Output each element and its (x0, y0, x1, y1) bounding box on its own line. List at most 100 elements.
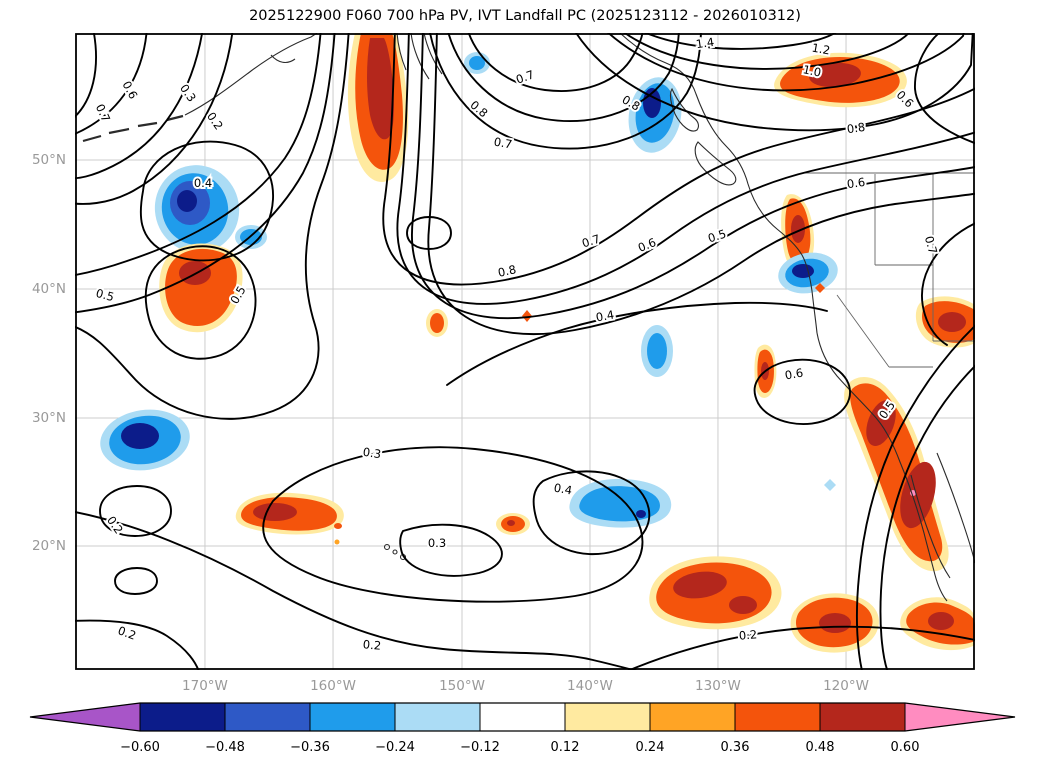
contour-line (446, 301, 828, 386)
x-tick-label: 150°W (439, 678, 485, 694)
contour-label: 0.2 (104, 513, 126, 536)
state-borders (836, 174, 975, 368)
contour-line (75, 33, 350, 420)
shaded-region-shape (334, 539, 340, 545)
contour-line (921, 222, 975, 346)
x-tick-label: 160°W (310, 678, 356, 694)
contour-line (399, 523, 503, 577)
coastline (383, 543, 391, 551)
contour-line (262, 446, 644, 603)
contour-label: 0.6 (784, 366, 804, 383)
shaded-region-negative (569, 478, 836, 528)
shaded-region-shape (177, 190, 197, 212)
colorbar-tick-label: 0.60 (891, 740, 920, 755)
shaded-region-positive (496, 513, 530, 535)
colorbar-segments (30, 703, 1015, 731)
shaded-region-shape (809, 62, 861, 88)
aleutian-islands (82, 114, 184, 143)
x-tick-label: 130°W (695, 678, 741, 694)
contour-line (623, 33, 911, 70)
shaded-region-shape (507, 520, 515, 526)
contour-line (856, 324, 975, 670)
chart-title: 2025122900 F060 700 hPa PV, IVT Landfall… (249, 8, 801, 24)
contour-line (467, 33, 644, 92)
shaded-region-shape (636, 510, 646, 518)
shaded-region-shape (647, 333, 667, 369)
x-tick-label: 140°W (567, 678, 613, 694)
contour-line (75, 33, 336, 314)
contour-line (411, 33, 975, 320)
contour-line (879, 364, 975, 670)
contour-line (532, 470, 651, 556)
shaded-region-shape (791, 215, 805, 243)
contour-line (139, 140, 275, 262)
colorbar-tick-label: −0.24 (375, 740, 415, 755)
x-tick-label: 170°W (182, 678, 228, 694)
contour-label: 0.3 (428, 536, 446, 550)
shaded-region-shape (866, 400, 896, 446)
contour-label: 0.4 (194, 176, 212, 190)
se-alaska-fjords (396, 33, 443, 80)
colorbar-tick-labels: −0.60 −0.48 −0.36 −0.24 −0.12 0.12 0.24 0.36 0.4… (120, 740, 919, 755)
contour-label: 0.3 (177, 81, 199, 104)
contour-label: 0.2 (116, 623, 138, 642)
contour-line (753, 358, 851, 425)
contour-line (75, 33, 234, 205)
contour-line (643, 33, 837, 50)
contour-label: 0.5 (706, 227, 728, 246)
colorbar: −0.60 −0.48 −0.36 −0.24 −0.12 0.12 0.24 0.36 0.4… (29, 702, 1016, 755)
shaded-region-positive (915, 296, 975, 348)
contour-line (75, 33, 204, 180)
contour-label: 0.4 (595, 308, 615, 325)
shaded-region-shape (938, 312, 966, 332)
shaded-region-shape (253, 503, 297, 521)
shaded-region-shape (815, 283, 825, 293)
contour-line (99, 485, 172, 537)
colorbar-segment (395, 703, 481, 731)
us-west-coast (816, 332, 948, 602)
contour-label: 0.7 (514, 67, 536, 86)
shaded-region-shape (121, 423, 159, 449)
colorbar-segment (565, 703, 651, 731)
colorbar-tick-label: 0.12 (551, 740, 580, 755)
contour-line (447, 33, 680, 123)
contour-label: 0.8 (467, 98, 490, 120)
contour-line (75, 33, 148, 135)
alaska-coast (184, 33, 318, 116)
shaded-region-negative (778, 252, 838, 294)
shaded-regions (100, 33, 975, 653)
contour-label: 0.7 (93, 102, 113, 124)
colorbar-segment (820, 703, 906, 731)
shaded-region-shape (522, 310, 532, 322)
contour-line (382, 33, 975, 286)
contour-label: 0.7 (493, 135, 513, 152)
contour-line (75, 33, 322, 277)
contour-line (627, 625, 975, 670)
x-tick-label: 120°W (823, 678, 869, 694)
contour-label: 1.4 (695, 35, 715, 51)
coastline (392, 549, 398, 555)
shaded-region-shape (900, 461, 936, 529)
hawaii-islands (383, 543, 407, 561)
colorbar-segment (140, 703, 226, 731)
contour-label: 0.3 (362, 445, 382, 461)
contour-lines (75, 33, 975, 670)
grid-lines (75, 33, 975, 670)
shaded-region-shape (792, 264, 814, 278)
shaded-region-shape (729, 596, 757, 614)
contour-line (396, 33, 975, 305)
bc-coast (619, 33, 818, 334)
shaded-region-positive (159, 243, 243, 333)
map-plot: 0.60.70.30.20.40.70.80.71.4 1.21.00.8 0.60… (75, 33, 975, 670)
gulf-of-california (910, 474, 951, 579)
colorbar-segment (310, 703, 396, 731)
shaded-region-positive (426, 283, 825, 337)
colorbar-segment (650, 703, 736, 731)
colorbar-tick-label: 0.24 (636, 740, 665, 755)
contour-line (75, 619, 200, 670)
colorbar-tick-label: −0.12 (460, 740, 500, 755)
contour-line (575, 33, 974, 132)
contour-line (427, 33, 975, 335)
shaded-region-negative (100, 409, 190, 471)
shaded-region-shape (824, 479, 836, 491)
